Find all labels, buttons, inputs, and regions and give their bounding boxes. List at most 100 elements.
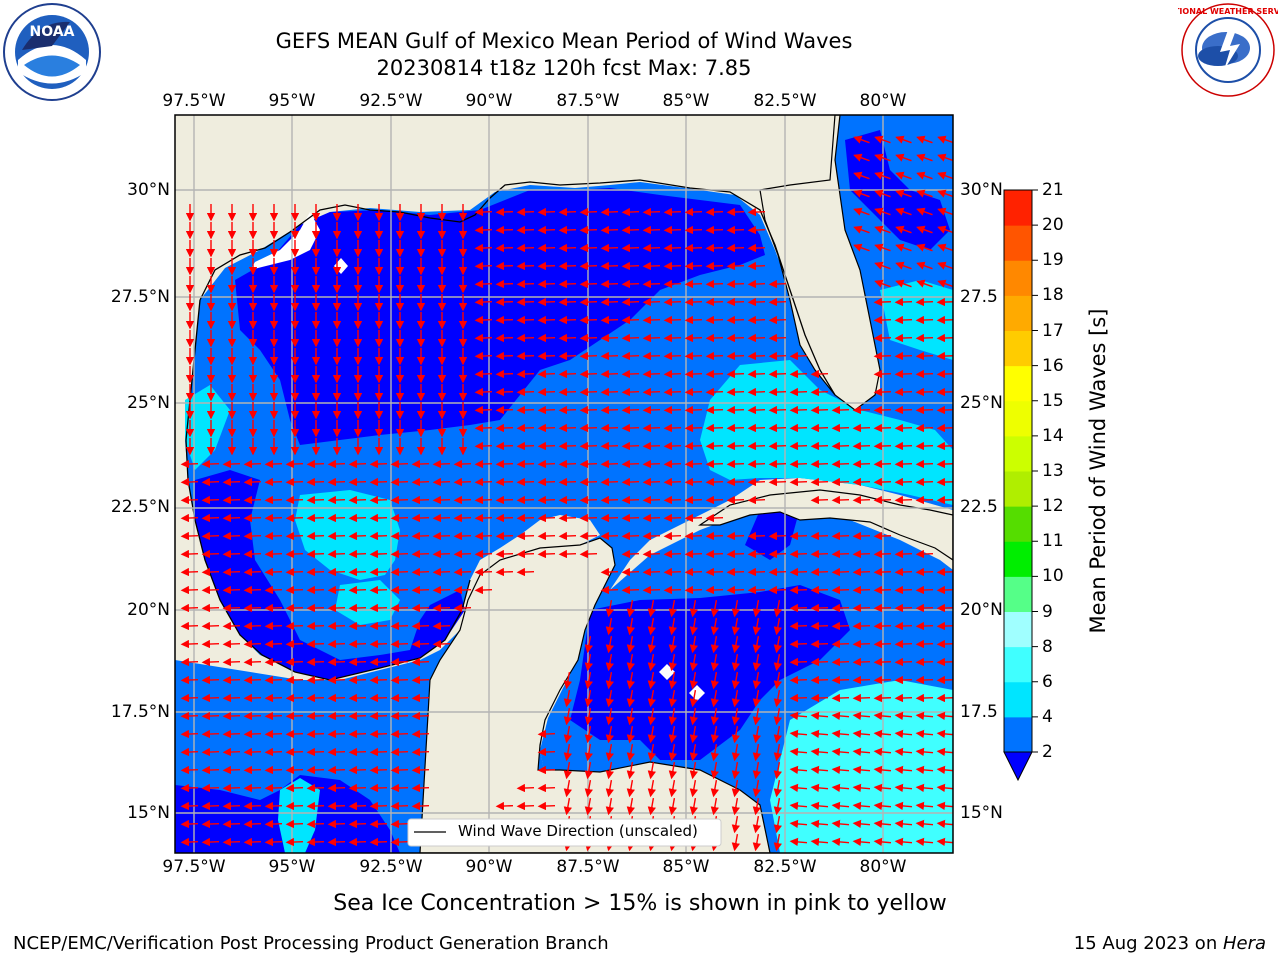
wave-direction-arrow [789, 441, 808, 451]
wave-direction-arrow [495, 531, 514, 541]
colorbar-segment [1004, 611, 1032, 648]
wave-direction-arrow [474, 513, 493, 523]
wave-direction-arrow [432, 477, 451, 487]
wave-direction-arrow [831, 459, 850, 469]
wave-direction-arrow [831, 603, 850, 613]
wave-direction-arrow [726, 243, 745, 253]
wave-direction-arrow [222, 531, 241, 541]
lon-label-bottom: 80°W [859, 857, 907, 877]
wave-direction-arrow [243, 495, 262, 505]
wave-direction-arrow [915, 765, 934, 775]
colorbar-tick-label: 10 [1042, 566, 1064, 587]
wave-direction-arrow [937, 261, 953, 270]
wave-direction-arrow [789, 549, 808, 559]
lon-label-top: 80°W [859, 91, 907, 111]
wave-direction-arrow [663, 585, 682, 595]
wave-direction-arrow [201, 801, 220, 811]
wave-direction-arrow [873, 603, 892, 613]
lon-label-top: 95°W [268, 91, 316, 111]
wave-direction-arrow [810, 585, 829, 595]
wave-direction-arrow [621, 297, 640, 307]
wave-direction-arrow [516, 495, 535, 505]
wave-direction-arrow [180, 585, 199, 595]
wave-direction-arrow [873, 297, 892, 307]
wave-direction-arrow [831, 837, 850, 847]
wave-direction-arrow [285, 747, 304, 757]
region-2s-west [195, 470, 465, 680]
wave-direction-arrow [626, 797, 635, 816]
wave-direction-arrow [390, 549, 409, 559]
wave-direction-arrow [474, 243, 493, 253]
wave-direction-arrow [180, 549, 199, 559]
wave-direction-arrow [327, 675, 346, 685]
wave-direction-arrow [768, 423, 787, 433]
wave-direction-arrow [264, 657, 283, 667]
wave-direction-arrow [369, 675, 388, 685]
wave-direction-arrow [705, 585, 724, 595]
wave-direction-arrow [621, 243, 640, 253]
lon-label-top: 97.5°W [162, 91, 226, 111]
wave-direction-arrow [894, 837, 913, 847]
wave-direction-arrow [642, 369, 661, 379]
wave-direction-arrow [936, 693, 953, 703]
wave-direction-arrow [222, 603, 241, 613]
colorbar-tick-label: 12 [1042, 496, 1064, 517]
wave-direction-arrow [873, 369, 892, 379]
wave-direction-arrow [894, 819, 913, 829]
wave-direction-arrow [180, 459, 199, 469]
wave-direction-arrow [264, 513, 283, 523]
wave-direction-arrow [411, 621, 430, 631]
wave-direction-arrow [411, 477, 430, 487]
wave-direction-arrow [516, 459, 535, 469]
wave-direction-arrow [684, 261, 703, 271]
colorbar-tick-label: 19 [1042, 250, 1064, 271]
wave-direction-arrow [264, 459, 283, 469]
wave-direction-arrow [731, 689, 740, 708]
wave-direction-arrow [180, 567, 199, 577]
wave-direction-arrow [684, 477, 703, 487]
wave-direction-arrow [579, 423, 598, 433]
wave-direction-arrow [474, 369, 493, 379]
wave-direction-arrow [874, 207, 891, 216]
wave-direction-arrow [831, 639, 850, 649]
wave-direction-arrow [584, 653, 593, 672]
wave-direction-arrow [222, 621, 241, 631]
wave-direction-arrow [873, 801, 892, 811]
wave-direction-arrow [663, 459, 682, 469]
wave-direction-arrow [432, 495, 451, 505]
wave-direction-arrow [348, 729, 367, 739]
wave-direction-arrow [432, 549, 451, 559]
wave-direction-arrow [831, 585, 850, 595]
wave-direction-arrow [873, 783, 892, 793]
wave-direction-arrow [726, 567, 745, 577]
wave-direction-arrow [453, 567, 472, 577]
wave-direction-arrow [621, 549, 640, 559]
wave-direction-arrow [663, 315, 682, 325]
wave-direction-arrow [689, 635, 698, 654]
wave-direction-arrow [663, 441, 682, 451]
wave-direction-arrow [243, 459, 262, 469]
wave-direction-arrow [453, 477, 472, 487]
wave-direction-arrow [852, 747, 871, 757]
wave-direction-arrow [915, 675, 934, 685]
wave-direction-arrow [605, 689, 614, 708]
wave-direction-arrow [306, 693, 325, 703]
wave-direction-arrow [201, 765, 220, 775]
wave-direction-arrow [915, 783, 934, 793]
wave-direction-arrow [873, 729, 892, 739]
wave-direction-arrow [243, 621, 262, 631]
wave-direction-arrow [647, 635, 656, 654]
wave-direction-arrow [516, 351, 535, 361]
wave-direction-arrow [264, 729, 283, 739]
wave-direction-arrow [705, 243, 724, 253]
wave-direction-arrow [642, 477, 661, 487]
wave-direction-arrow [605, 635, 614, 654]
wave-direction-arrow [705, 531, 724, 541]
wave-direction-arrow [411, 585, 430, 595]
wave-direction-arrow [915, 369, 934, 379]
wave-direction-arrow [432, 531, 451, 541]
wave-direction-arrow [579, 459, 598, 469]
wave-direction-arrow [642, 405, 661, 415]
wave-direction-arrow [915, 297, 934, 307]
wave-direction-arrow [663, 567, 682, 577]
